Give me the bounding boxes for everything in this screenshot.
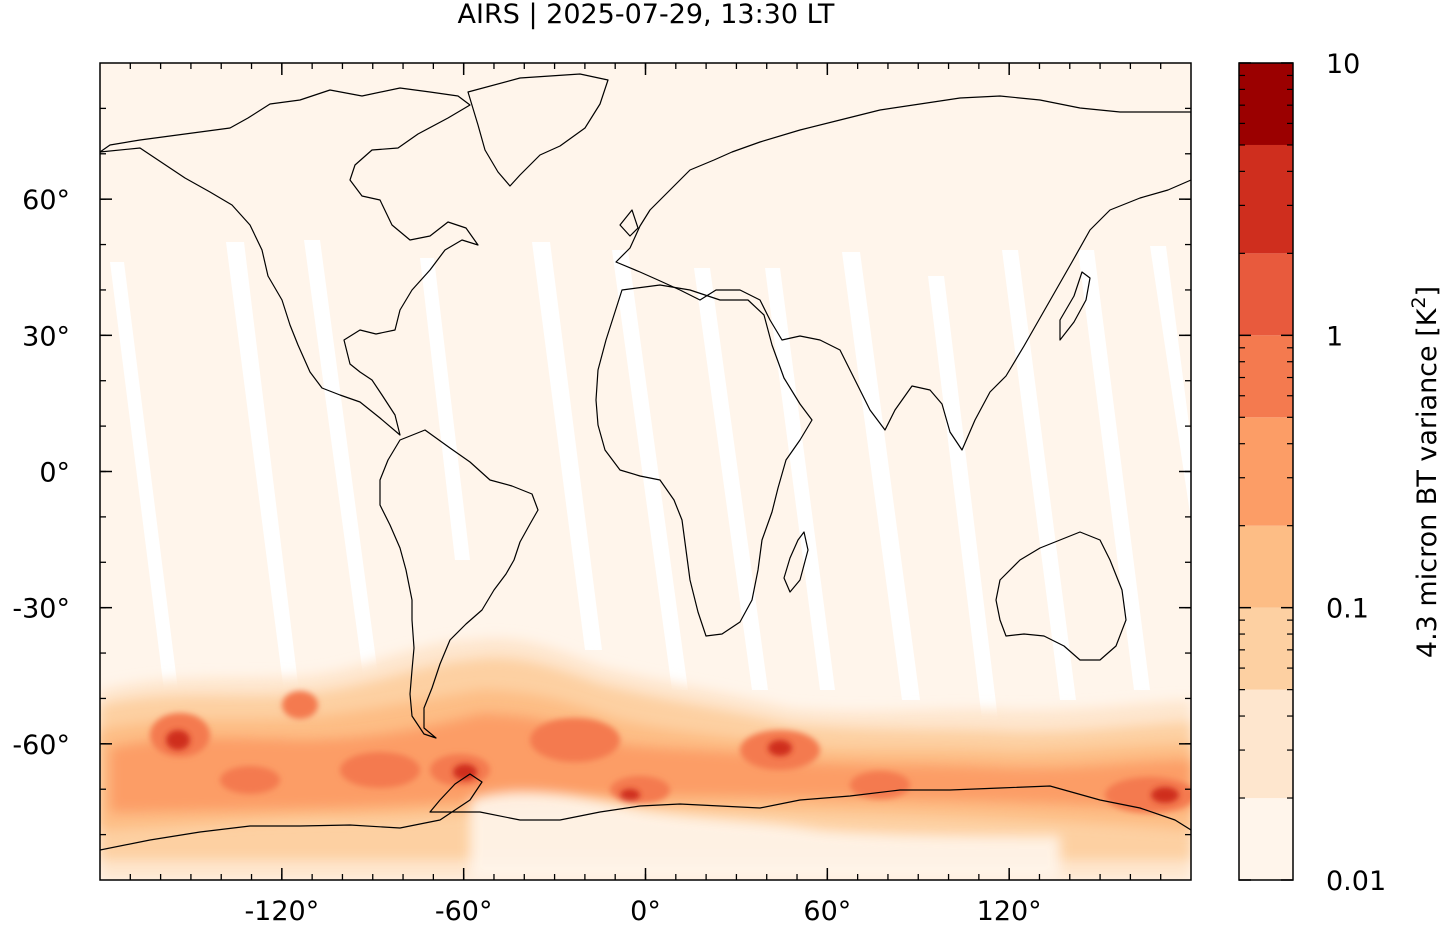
lon-tick-label: -60° [435,896,493,927]
colorbar-level [1239,144,1293,254]
colorbar-tick-label: 10 [1326,49,1360,80]
variance-blob [282,691,318,719]
colorbar-level [1239,689,1293,799]
variance-blob [610,776,670,804]
coastline-japan [1059,271,1091,341]
lon-tick-label: 0° [630,896,661,927]
coastline-eurasia [615,95,1191,451]
colorbar-label-bracket: ] [1412,286,1442,297]
map-ticks: -120° -60° 0° 60° 120° 60° 30° 0° -30° -60° [12,63,1191,927]
variance-blob [530,718,620,762]
colorbar-level [1239,253,1293,336]
colorbar-level [1239,417,1293,526]
variance-field [100,638,1191,880]
variance-blob [620,789,640,801]
lat-tick-label: -30° [12,594,70,625]
lat-tick-label: -60° [12,730,70,761]
coastline-greenland [467,73,609,187]
variance-blob [453,764,477,780]
colorbar-label-superscript: 2 [1408,296,1430,308]
coastline-british-isles [619,209,639,237]
lat-tick-label: 60° [22,185,70,216]
colorbar-label: 4.3 micron BT variance [K2] [1408,286,1442,658]
coastline-antarctica [100,773,1191,851]
variance-blob [340,752,420,788]
lon-tick-label: 60° [803,896,851,927]
colorbar-level [1239,607,1293,690]
variance-blob [1105,777,1191,813]
colorbar: 10 1 0.1 0.01 4.3 micron BT variance [K2] [1238,49,1442,897]
variance-blob [1151,787,1179,803]
coastline-africa [595,284,813,637]
map-title: AIRS | 2025-07-29, 13:30 LT [457,0,835,30]
coastline-south-america [379,429,539,739]
lat-tick-label: 0° [39,458,70,489]
colorbar-tick-label: 0.01 [1326,866,1386,897]
variance-blob [768,740,792,756]
coastlines [100,73,1191,851]
colorbar-label-text: 4.3 micron BT variance [K [1412,307,1442,658]
lon-tick-label: 120° [977,896,1042,927]
colorbar-frame [1238,62,1294,881]
lat-tick-label: 30° [22,321,70,352]
variance-blob [850,771,910,799]
colorbar-tick-label: 1 [1326,321,1343,352]
colorbar-tick-label: 0.1 [1326,594,1369,625]
variance-blob [220,766,280,794]
colorbar-level [1239,335,1293,418]
colorbar-level [1239,525,1293,608]
coastline-australia [995,531,1127,661]
colorbar-level [1239,63,1293,145]
map-panel [100,63,1191,880]
coastline-madagascar [783,531,809,593]
coastline-north-america [100,87,479,436]
lon-tick-label: -120° [244,896,319,927]
variance-blob [166,730,190,750]
colorbar-level [1239,798,1293,880]
